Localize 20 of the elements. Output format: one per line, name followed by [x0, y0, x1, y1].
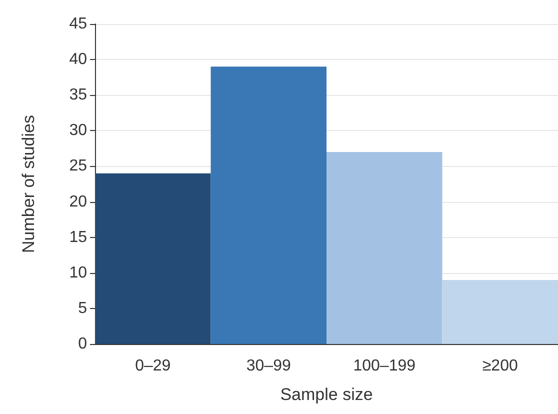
bar	[442, 280, 558, 344]
y-tick-label: 5	[78, 300, 88, 317]
y-axis-title: Number of studies	[19, 115, 38, 253]
bar	[326, 152, 442, 344]
y-tick-label: 45	[69, 16, 88, 32]
y-tick-label: 30	[69, 122, 88, 140]
y-tick-label: 35	[69, 86, 88, 104]
y-tick-label: 40	[69, 51, 88, 68]
y-tick-label: 25	[69, 158, 88, 175]
bar	[210, 66, 326, 344]
y-tick-label: 0	[78, 336, 88, 352]
x-tick-label: 0–29	[135, 358, 171, 374]
y-tick-label: 15	[69, 228, 88, 246]
y-tick-label: 10	[69, 264, 88, 282]
x-tick-label: 100–199	[353, 358, 416, 374]
bar	[95, 173, 211, 344]
x-axis-title: Sample size	[280, 385, 373, 404]
x-tick-label: ≥200	[482, 358, 518, 374]
y-tick-label: 20	[69, 193, 88, 210]
x-tick-label: 30–99	[246, 358, 291, 374]
